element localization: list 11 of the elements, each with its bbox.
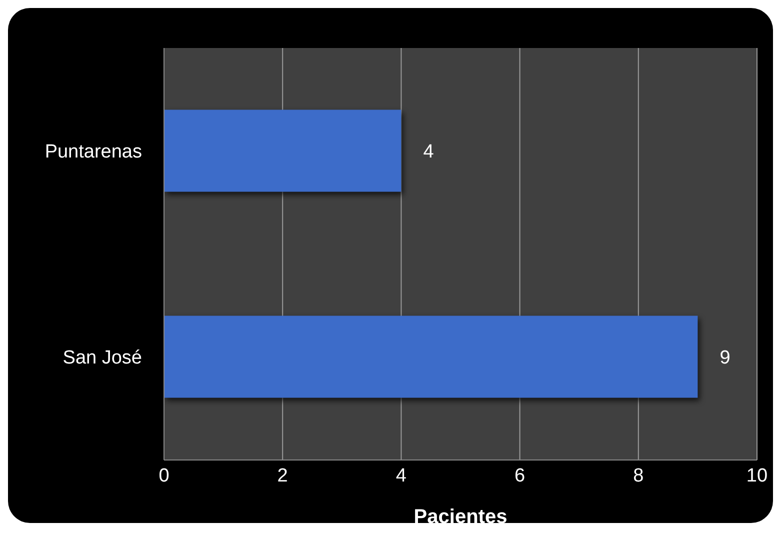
x-tick-label: 8 (633, 465, 644, 486)
y-tick-label: Puntarenas (44, 142, 142, 163)
data-label: 4 (423, 142, 434, 163)
x-tick-label: 2 (277, 465, 288, 486)
x-tick-label: 4 (396, 465, 407, 486)
data-label: 9 (720, 348, 730, 369)
x-tick-label: 0 (158, 465, 170, 486)
y-tick-label: San José (62, 348, 142, 369)
x-tick-label: 6 (514, 465, 526, 486)
x-axis-title: Pacientes (414, 506, 508, 528)
x-tick-label: 10 (746, 465, 768, 486)
